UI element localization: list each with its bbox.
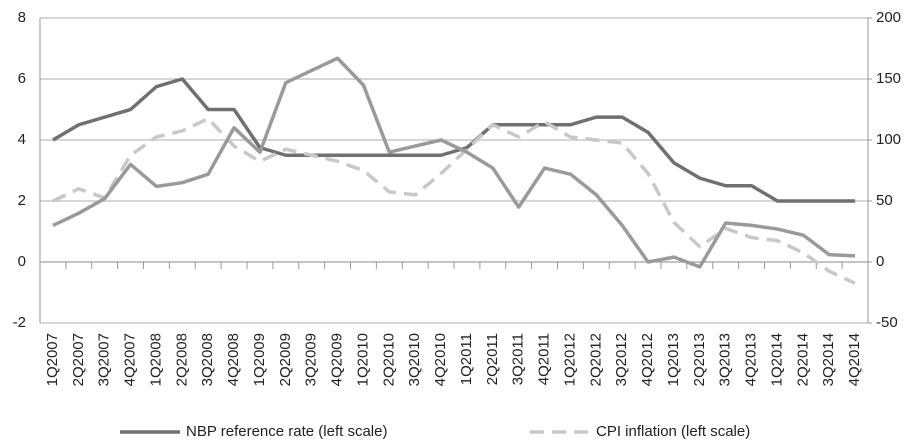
x-tick-label: 1Q2012: [561, 333, 578, 386]
y2-tick-label: 50: [876, 192, 893, 209]
x-tick-label: 4Q2008: [225, 333, 242, 386]
y-tick-label: -2: [13, 314, 26, 331]
x-tick-label: 2Q2014: [794, 333, 811, 386]
x-tick-label: 3Q2013: [717, 333, 734, 386]
y2-tick-label: 0: [876, 253, 884, 270]
y2-tick-label: -50: [876, 314, 898, 331]
series-line: [52, 56, 856, 269]
x-tick-label: 1Q2014: [768, 333, 785, 386]
x-tick-label: 4Q2011: [536, 333, 553, 385]
y-tick-label: 6: [18, 70, 26, 87]
legend-label: CPI inflation (left scale): [596, 423, 750, 440]
x-tick-label: 4Q2013: [743, 333, 760, 386]
x-tick-label: 3Q2011: [510, 333, 527, 385]
x-tick-label: 3Q2007: [96, 333, 113, 386]
y2-tick-label: 100: [876, 131, 901, 148]
x-tick-label: 2Q2009: [277, 333, 294, 386]
x-tick-label: 2Q2007: [70, 333, 87, 386]
x-tick-label: 2Q2008: [173, 333, 190, 386]
x-tick-label: 1Q2007: [44, 333, 61, 386]
x-tick-label: 1Q2013: [665, 333, 682, 386]
y-tick-label: 8: [18, 9, 26, 26]
y-tick-label: 0: [18, 253, 26, 270]
y-tick-label: 2: [18, 192, 26, 209]
x-tick-label: 2Q2011: [484, 333, 501, 385]
x-tick-label: 2Q2013: [691, 333, 708, 386]
x-tick-label: 3Q2010: [406, 333, 423, 386]
x-tick-label: 3Q2009: [303, 333, 320, 386]
y-tick-label: 4: [18, 131, 26, 148]
series-line: [52, 77, 856, 203]
x-tick-label: 1Q2011: [458, 333, 475, 385]
x-tick-label: 1Q2008: [147, 333, 164, 386]
x-tick-label: 2Q2010: [380, 333, 397, 386]
x-tick-label: 4Q2007: [122, 333, 139, 386]
y2-tick-label: 200: [876, 9, 901, 26]
x-tick-label: 1Q2009: [251, 333, 268, 386]
x-tick-label: 4Q2014: [846, 333, 863, 386]
y2-tick-label: 150: [876, 70, 901, 87]
x-tick-label: 3Q2014: [820, 333, 837, 386]
x-tick-label: 4Q2012: [639, 333, 656, 386]
x-tick-label: 2Q2012: [587, 333, 604, 386]
legend-label: NBP reference rate (left scale): [186, 423, 387, 440]
x-tick-label: 3Q2008: [199, 333, 216, 386]
x-tick-label: 4Q2009: [329, 333, 346, 386]
x-tick-label: 1Q2010: [354, 333, 371, 386]
x-tick-label: 3Q2012: [613, 333, 630, 386]
x-tick-label: 4Q2010: [432, 333, 449, 386]
